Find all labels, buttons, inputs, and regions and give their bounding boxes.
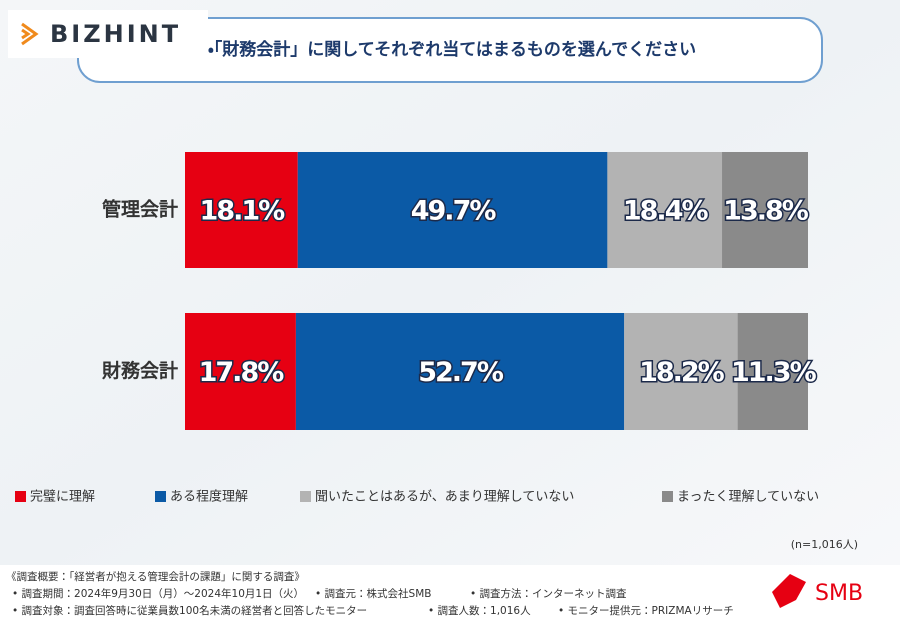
footnote: • 調査方法：インターネット調査 bbox=[470, 587, 627, 600]
footnote: • 調査期間：2024年9月30日（月）～2024年10月1日（火） bbox=[12, 587, 304, 600]
footnote: • 調査人数：1,016人 bbox=[428, 604, 531, 617]
footnote: • 調査元：株式会社SMB bbox=[315, 587, 431, 600]
legend-swatch bbox=[15, 491, 26, 502]
bar-segment bbox=[737, 313, 808, 430]
bar-segment bbox=[295, 313, 625, 430]
data-label: 18.4% bbox=[623, 196, 709, 227]
data-label: 52.7% bbox=[418, 357, 504, 388]
data-label: 17.8% bbox=[199, 357, 285, 388]
background bbox=[0, 0, 900, 565]
legend-swatch bbox=[662, 491, 673, 502]
bar-segment bbox=[185, 313, 296, 430]
legend-label: 聞いたことはあるが、あまり理解していない bbox=[315, 490, 574, 505]
legend-label: ある程度理解 bbox=[170, 489, 248, 505]
logo-icon bbox=[21, 22, 39, 46]
bar-segment bbox=[297, 152, 608, 268]
data-label: 11.3% bbox=[731, 357, 817, 388]
bar-segment bbox=[185, 152, 298, 268]
footnote-heading: 《調査概要：「経営者が抱える管理会計の課題」に関する調査》 bbox=[6, 570, 305, 583]
data-label: 13.8% bbox=[723, 196, 809, 227]
legend-label: 完璧に理解 bbox=[30, 490, 95, 505]
y-tick-label: 管理会計 bbox=[102, 198, 178, 221]
logo: BIZHINT bbox=[50, 20, 181, 48]
footnote: • 調査対象：調査回答時に従業員数100名未満の経営者と回答したモニター bbox=[12, 604, 367, 617]
footer-background bbox=[0, 565, 900, 623]
data-label: 18.2% bbox=[639, 357, 725, 388]
footnote: • モニター提供元：PRIZMAリサーチ bbox=[558, 604, 734, 617]
legend-swatch bbox=[155, 491, 166, 502]
brand-icon bbox=[772, 574, 806, 608]
data-label: 18.1% bbox=[200, 196, 286, 227]
y-tick-label: 財務会計 bbox=[102, 359, 178, 382]
chart-title: ・「財務会計」に関してそれぞれ当てはまるものを選んでください bbox=[208, 39, 696, 60]
bar-segment bbox=[607, 152, 723, 268]
legend-label: まったく理解していない bbox=[677, 490, 819, 505]
bar-segment bbox=[722, 152, 808, 268]
brand: SMB bbox=[815, 581, 863, 606]
data-label: 49.7% bbox=[411, 196, 497, 227]
logo-box bbox=[8, 10, 208, 58]
legend-swatch bbox=[300, 491, 311, 502]
sample-note: (n=1,016人) bbox=[791, 538, 858, 551]
bar-segment bbox=[624, 313, 738, 430]
